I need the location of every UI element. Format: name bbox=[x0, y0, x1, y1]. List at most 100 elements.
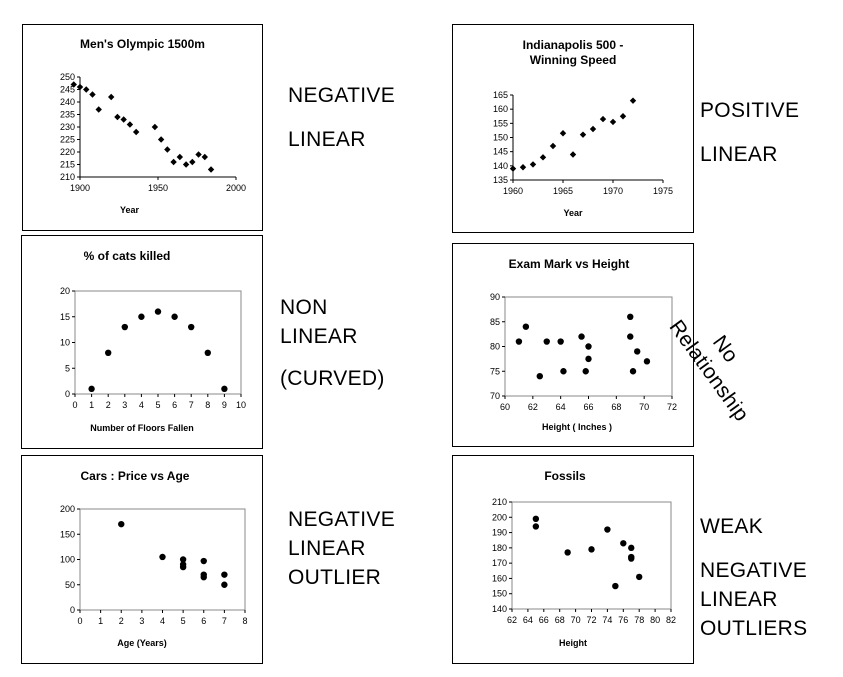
chart-title: Indianapolis 500 - Winning Speed bbox=[522, 38, 624, 67]
x-tick-label: 1975 bbox=[653, 186, 673, 196]
x-tick-label: 72 bbox=[586, 615, 596, 625]
plot-border bbox=[74, 290, 242, 395]
x-tick-label: 74 bbox=[602, 615, 612, 625]
x-tick-label: 60 bbox=[500, 402, 510, 412]
data-point bbox=[170, 158, 177, 166]
fossils-description: WEAK NEGATIVE LINEAR OUTLIERS bbox=[700, 512, 807, 643]
x-tick-label: 62 bbox=[507, 615, 517, 625]
data-point bbox=[182, 161, 190, 168]
x-axis-label: Height ( Inches ) bbox=[541, 422, 612, 432]
y-tick-label: 0 bbox=[65, 389, 70, 399]
data-point bbox=[126, 121, 134, 128]
data-point bbox=[189, 158, 196, 166]
data-point bbox=[532, 515, 540, 523]
data-point bbox=[70, 81, 77, 88]
y-tick-label: 245 bbox=[60, 85, 75, 95]
x-tick-label: 82 bbox=[666, 615, 676, 625]
data-point bbox=[207, 166, 215, 173]
data-point bbox=[132, 128, 140, 136]
y-tick-label: 165 bbox=[493, 90, 508, 100]
data-point bbox=[629, 368, 637, 375]
data-point bbox=[195, 151, 202, 158]
y-tick-label: 80 bbox=[490, 342, 500, 352]
description-line: NEGATIVE bbox=[288, 508, 396, 531]
data-point bbox=[138, 313, 145, 320]
data-point bbox=[157, 136, 165, 143]
data-point bbox=[179, 556, 187, 563]
cars-plot: 0 50 100 150 200 0 1 2 3 4 5 6 7 8 bbox=[60, 504, 248, 626]
y-tick-label: 200 bbox=[60, 504, 75, 514]
x-tick-label: 76 bbox=[618, 615, 628, 625]
data-point bbox=[221, 581, 228, 588]
cats-chart: % of cats killed 0 5 10 15 20 0 1 2 3 4 5 6 7 8 9 10 Nu… bbox=[21, 235, 263, 449]
data-point bbox=[578, 333, 585, 340]
description-line: (CURVED) bbox=[280, 367, 385, 390]
data-point bbox=[609, 118, 617, 126]
y-tick-label: 75 bbox=[490, 366, 500, 376]
data-point bbox=[588, 546, 595, 553]
y-tick-label: 225 bbox=[60, 135, 75, 145]
chart-title: % of cats killed bbox=[83, 249, 171, 263]
x-tick-label: 3 bbox=[139, 616, 144, 626]
x-tick-label: 3 bbox=[122, 400, 127, 410]
y-tick-label: 250 bbox=[60, 72, 75, 82]
data-point bbox=[539, 154, 547, 161]
description-line: OUTLIER bbox=[288, 566, 382, 589]
data-point bbox=[159, 553, 166, 561]
data-point bbox=[619, 113, 627, 120]
data-point bbox=[620, 540, 627, 547]
data-point bbox=[88, 385, 95, 393]
y-tick-label: 150 bbox=[60, 529, 75, 539]
x-tick-label: 0 bbox=[72, 400, 77, 410]
y-tick-label: 210 bbox=[60, 172, 75, 182]
x-tick-label: 8 bbox=[205, 400, 210, 410]
data-point bbox=[201, 153, 208, 161]
cats-description: NON LINEAR (CURVED) bbox=[280, 293, 385, 393]
olympic-plot: 210 215 220 225 230 235 240 245 250 1900 1950 2000 bbox=[60, 72, 246, 193]
indy-chart: Indianapolis 500 - Winning Speed 135 140 1… bbox=[452, 24, 694, 233]
y-tick-label: 155 bbox=[493, 118, 508, 128]
x-tick-label: 68 bbox=[555, 615, 565, 625]
description-line: NON bbox=[280, 296, 328, 319]
x-tick-label: 1970 bbox=[603, 186, 623, 196]
y-tick-label: 90 bbox=[490, 292, 500, 302]
y-tick-label: 160 bbox=[493, 104, 508, 114]
y-tick-label: 215 bbox=[60, 160, 75, 170]
y-tick-label: 240 bbox=[60, 97, 75, 107]
data-point bbox=[200, 557, 207, 565]
description-line: NEGATIVE bbox=[700, 559, 808, 582]
y-tick-label: 160 bbox=[492, 573, 507, 583]
x-tick-label: 7 bbox=[222, 616, 227, 626]
indy-description: POSITIVE LINEAR bbox=[700, 89, 799, 177]
x-tick-label: 68 bbox=[611, 402, 621, 412]
y-tick-label: 140 bbox=[492, 604, 507, 614]
x-tick-label: 1900 bbox=[70, 183, 90, 193]
exam-plot: 70 75 80 85 90 60 62 64 66 68 70 72 bbox=[490, 292, 677, 412]
data-point bbox=[176, 153, 184, 161]
data-point bbox=[549, 142, 557, 150]
data-point bbox=[519, 164, 527, 171]
x-tick-label: 1960 bbox=[503, 186, 523, 196]
x-tick-label: 5 bbox=[181, 616, 186, 626]
data-point bbox=[114, 113, 121, 121]
data-point bbox=[557, 338, 564, 345]
y-tick-label: 190 bbox=[492, 528, 507, 538]
data-point bbox=[154, 308, 162, 315]
data-point bbox=[121, 323, 128, 331]
y-tick-label: 200 bbox=[492, 512, 507, 522]
x-tick-label: 78 bbox=[634, 615, 644, 625]
data-point bbox=[515, 338, 523, 345]
data-point bbox=[569, 151, 577, 158]
y-tick-label: 135 bbox=[493, 175, 508, 185]
x-axis-label: Year bbox=[563, 208, 583, 218]
description-line: LINEAR bbox=[288, 128, 366, 151]
x-tick-label: 7 bbox=[189, 400, 194, 410]
x-tick-label: 1 bbox=[89, 400, 94, 410]
cars-description: NEGATIVE LINEAR OUTLIER bbox=[288, 505, 395, 592]
description-line: NEGATIVE bbox=[288, 84, 396, 107]
data-point bbox=[604, 526, 611, 533]
data-point bbox=[76, 83, 84, 91]
fossils-plot: 140 150 160 170 180 190 200 210 62 64 66 68 70 72 74 76… bbox=[492, 497, 676, 625]
data-point bbox=[585, 355, 592, 363]
x-tick-label: 0 bbox=[77, 616, 82, 626]
